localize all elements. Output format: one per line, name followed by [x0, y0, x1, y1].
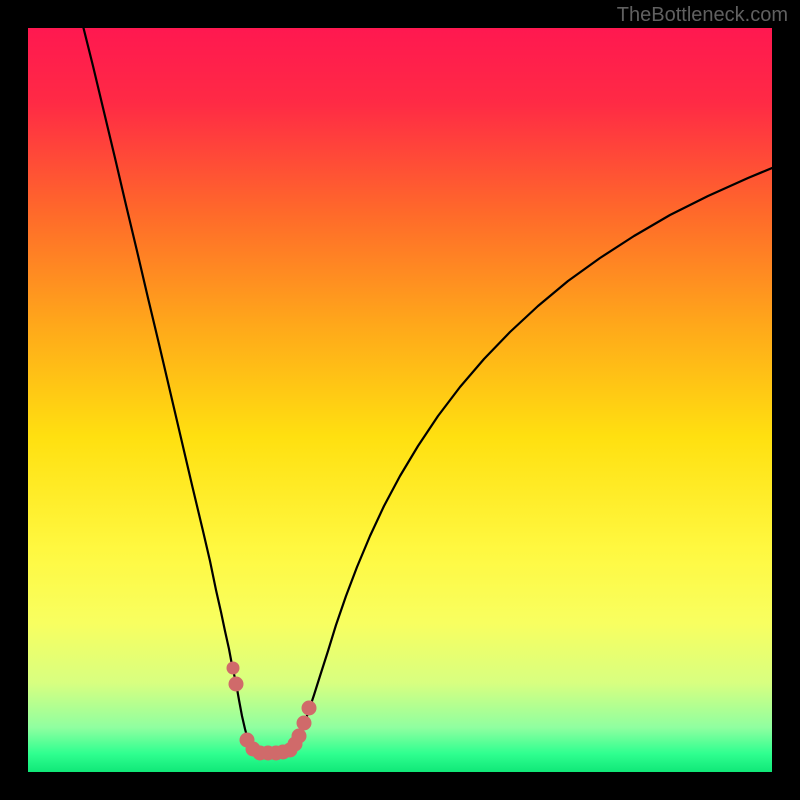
marker-dot: [297, 716, 312, 731]
plot-background: [28, 28, 772, 772]
chart-stage: TheBottleneck.com: [0, 0, 800, 800]
marker-dot: [302, 701, 317, 716]
marker-dot: [292, 729, 307, 744]
marker-dot: [227, 662, 240, 675]
watermark-text: TheBottleneck.com: [617, 4, 788, 27]
bottleneck-chart: [0, 0, 800, 800]
marker-dot: [229, 677, 244, 692]
